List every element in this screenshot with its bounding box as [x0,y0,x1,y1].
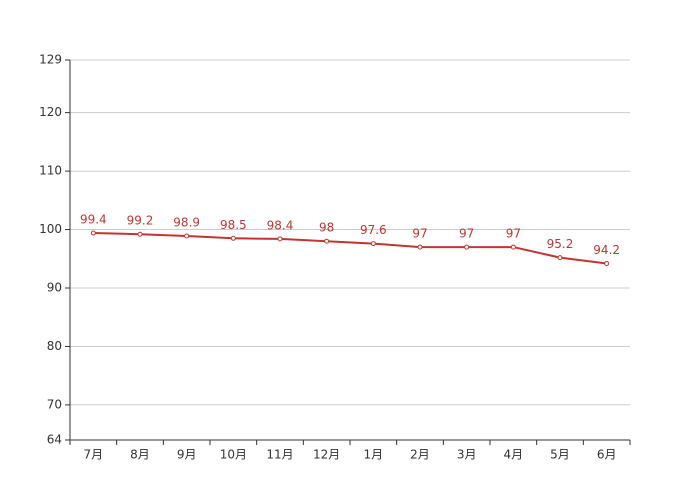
x-tick-label: 4月 [504,448,524,462]
point [324,238,330,244]
point [604,260,610,266]
line [93,232,607,265]
point [370,241,376,247]
data-label: 99.4 [80,213,107,227]
x-tick-label: 11月 [266,448,293,462]
data-label: 97.6 [360,223,387,237]
data-label: 94.2 [593,243,620,257]
data-label: 98.9 [173,215,200,229]
x-tick-label: 9月 [177,448,197,462]
data-label: 98.4 [267,218,294,232]
point [277,236,283,242]
x-tick-label: 5月 [550,448,570,462]
data-label: 97 [412,227,427,241]
data-label: 97 [506,227,521,241]
x-tick-label: 3月 [457,448,477,462]
data-label: 97 [459,227,474,241]
y-tick-label: 110 [39,164,62,178]
y-tick-label: 64 [47,433,62,447]
data-label: 98.5 [220,218,247,232]
point [557,255,563,261]
point [184,233,190,239]
x-tick-label: 10月 [220,448,247,462]
point [510,244,516,250]
x-tick-label: 7月 [84,448,104,462]
x-tick-label: 1月 [364,448,384,462]
data-label: 99.2 [127,214,154,228]
data-label: 98 [319,221,334,235]
data-label: 95.2 [547,237,574,251]
x-tick-label: 8月 [130,448,150,462]
y-tick-label: 129 [39,53,62,67]
y-tick-label: 70 [47,397,62,411]
x-tick-label: 2月 [410,448,430,462]
point [230,235,236,241]
y-tick-label: 100 [39,222,62,236]
point [417,244,423,250]
x-tick-label: 12月 [313,448,340,462]
point [90,230,96,236]
point [464,244,470,250]
x-tick-label: 6月 [597,448,617,462]
y-tick-label: 90 [47,281,62,295]
point [137,231,143,237]
y-tick-label: 80 [47,339,62,353]
y-tick-label: 120 [39,105,62,119]
